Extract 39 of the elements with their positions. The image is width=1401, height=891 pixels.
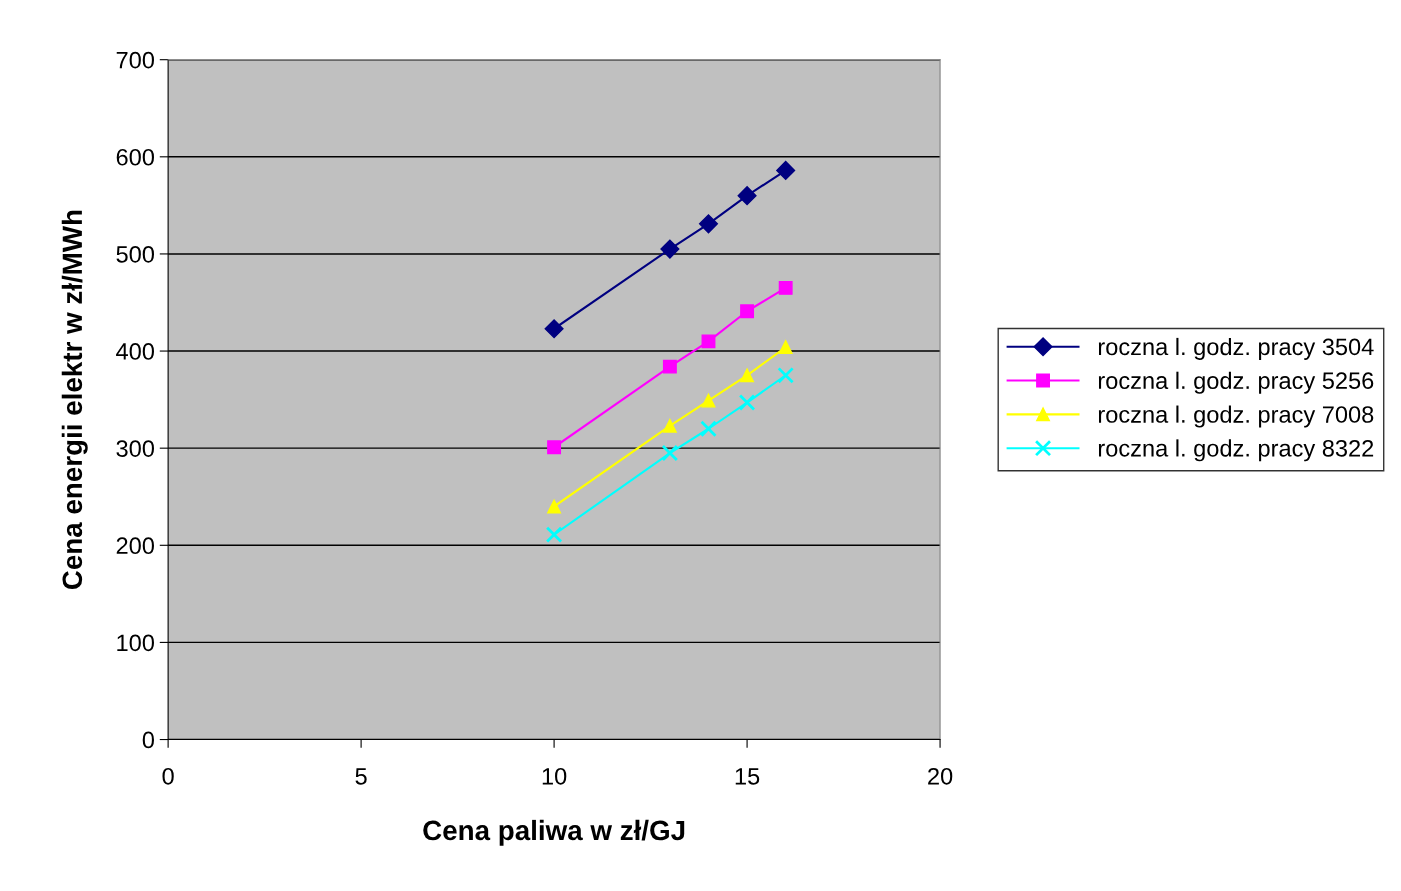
point	[547, 499, 562, 514]
legend-label: roczna l. godz. pracy 5256	[1098, 371, 1374, 394]
x-axis-title: Cena paliwa w zł/GJ	[423, 819, 685, 846]
legend-label: roczna l. godz. pracy 8322	[1098, 439, 1374, 462]
x-tick-label: 0	[162, 767, 174, 785]
point	[701, 393, 716, 408]
x-tick-label: 10	[542, 767, 567, 785]
y-axis-title: Cena energii elektr w zł/MWh	[61, 210, 88, 590]
point	[778, 280, 793, 295]
point	[740, 304, 755, 319]
y-tick-label: 400	[116, 343, 155, 360]
legend-label: roczna l. godz. pracy 3504	[1098, 337, 1374, 360]
x-tick-label: 5	[355, 768, 367, 785]
y-tick-label: 100	[117, 634, 155, 652]
point	[778, 340, 793, 355]
point	[698, 214, 719, 234]
point	[547, 440, 562, 455]
y-tick-label: 700	[116, 51, 155, 69]
y-tick-label: 500	[116, 246, 155, 263]
point	[776, 160, 796, 180]
y-tick-label: 300	[116, 440, 155, 457]
point	[700, 420, 717, 438]
point	[662, 359, 677, 374]
point	[660, 239, 680, 259]
x-tick-label: 20	[928, 767, 953, 785]
point	[544, 319, 564, 339]
point	[777, 367, 795, 384]
point	[738, 394, 756, 411]
point	[740, 368, 755, 383]
legend-label: roczna l. godz. pracy 7008	[1098, 405, 1374, 428]
y-tick-label: 200	[116, 537, 155, 555]
point	[701, 334, 716, 349]
y-tick-label: 0	[142, 731, 154, 749]
y-tick-label: 600	[116, 148, 155, 166]
point	[662, 418, 677, 433]
point	[545, 526, 563, 543]
point	[661, 444, 679, 462]
point	[737, 186, 757, 206]
x-tick-label: 15	[735, 768, 760, 785]
